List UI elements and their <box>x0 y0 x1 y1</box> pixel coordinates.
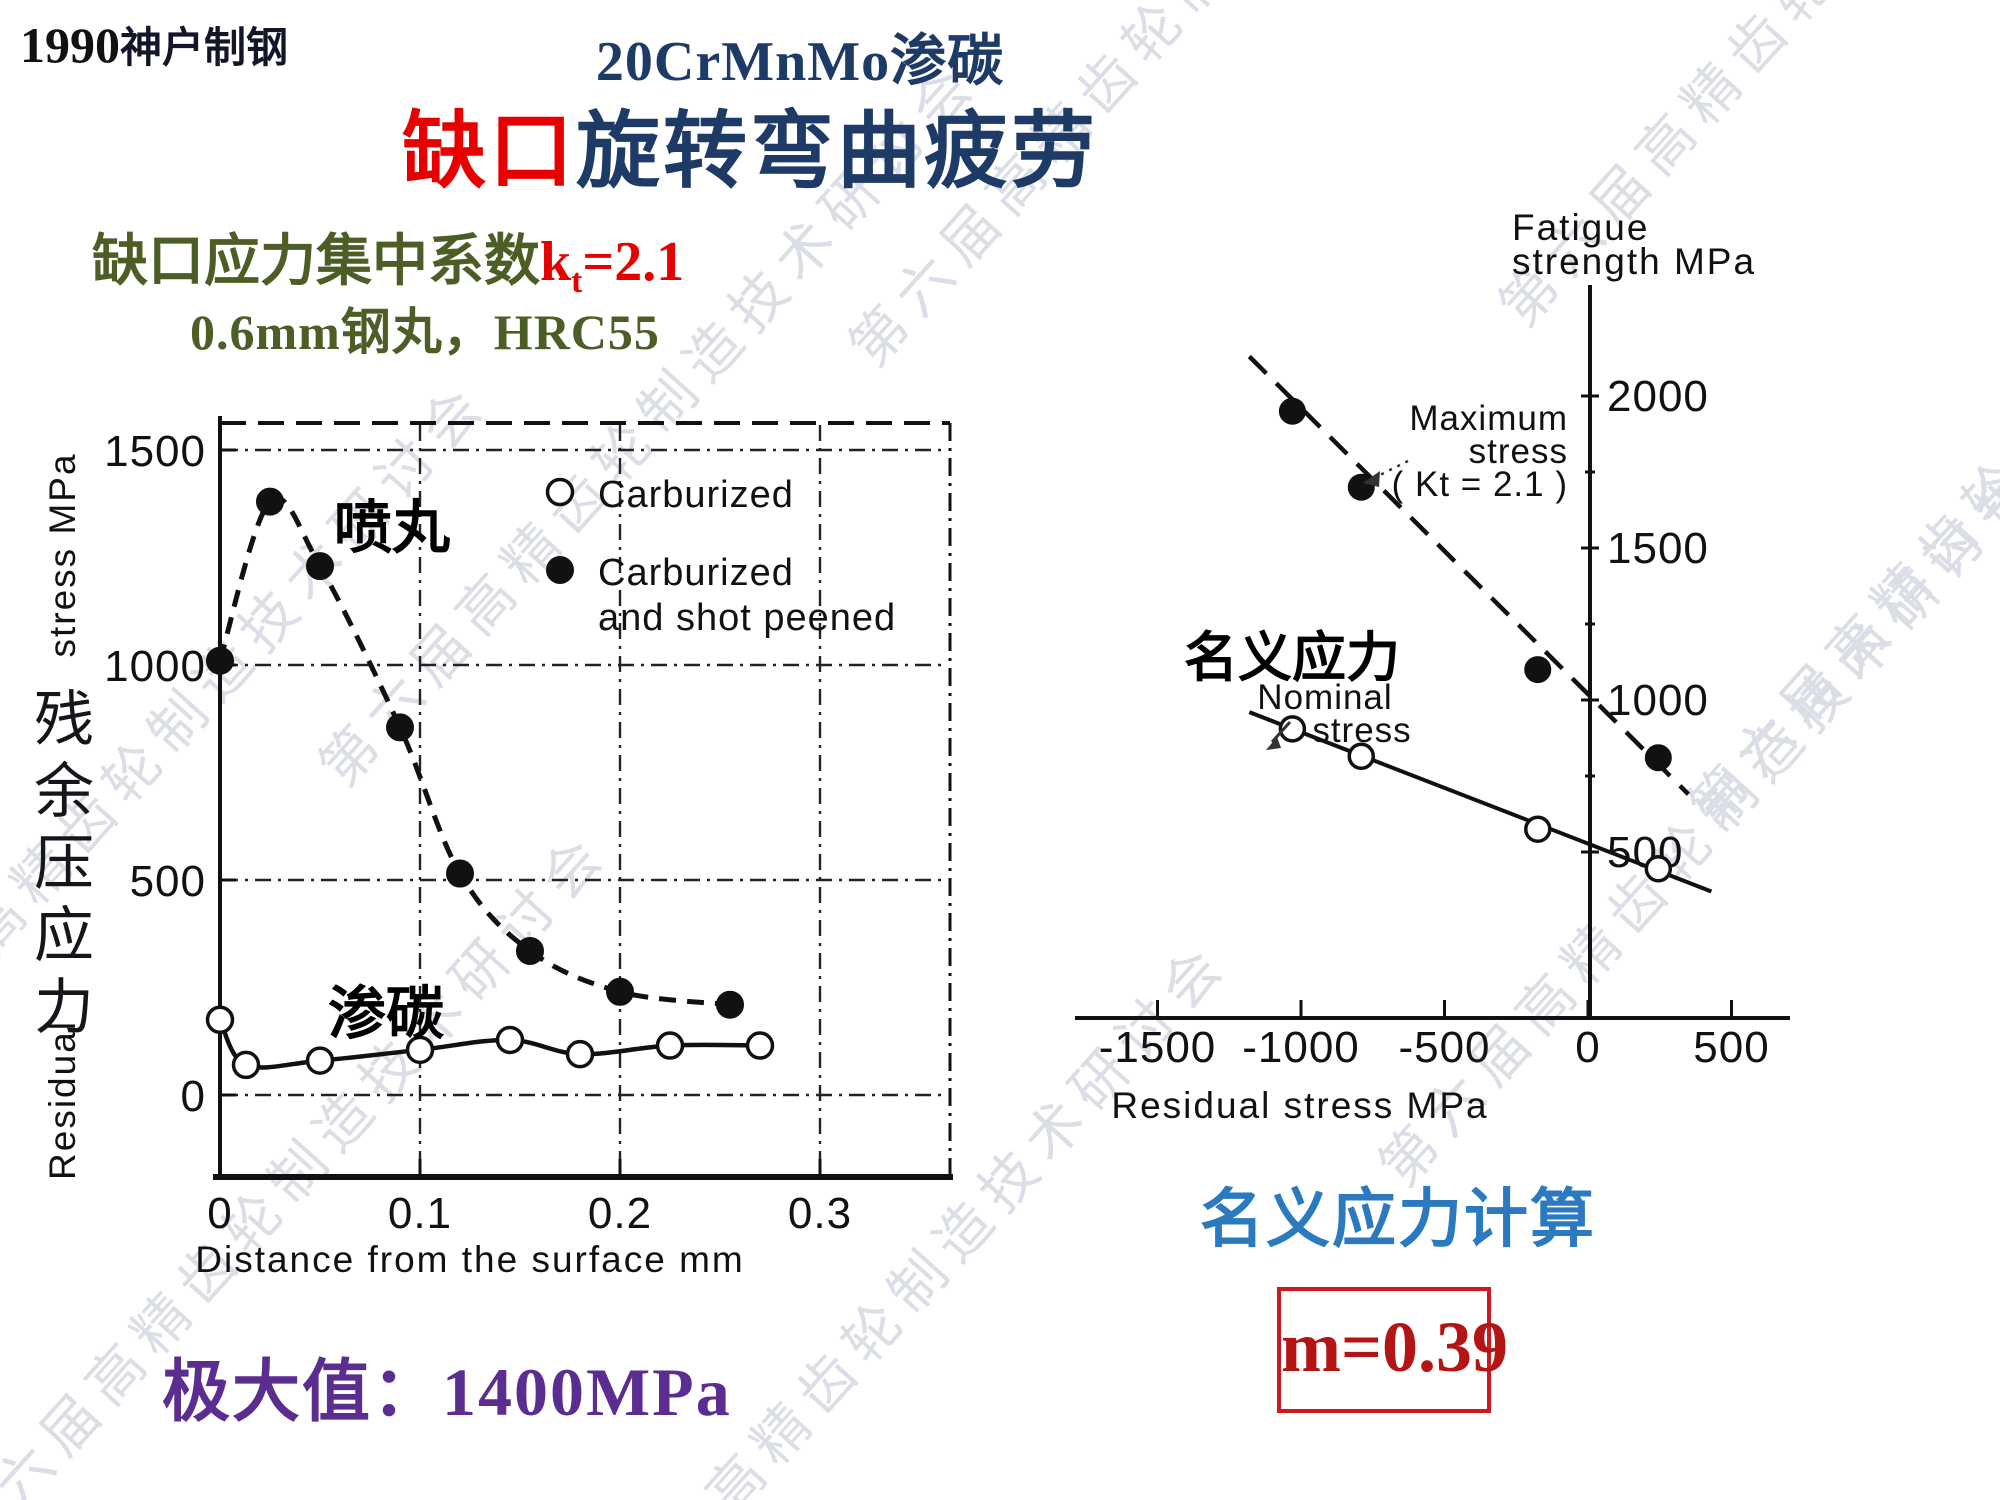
x-axis-title: Distance from the surface mm <box>195 1239 744 1280</box>
y-axis-title: Fatigue <box>1512 207 1649 248</box>
x-tick-label: 0 <box>207 1189 232 1238</box>
maximum-stress-label: Maximum <box>1409 399 1568 438</box>
y-tick-label: 500 <box>1607 828 1683 877</box>
legend-marker <box>546 556 574 584</box>
y-tick-label: 1000 <box>1607 676 1709 725</box>
data-point-maximum <box>1347 473 1375 501</box>
y-axis-title-cjk: 力 <box>34 975 94 1041</box>
x-tick-label: -500 <box>1398 1023 1490 1072</box>
legend-label: Carburized <box>598 474 794 516</box>
y-tick-label: 1000 <box>104 642 206 691</box>
data-point-shot-peened <box>256 487 284 516</box>
data-point-shot-peened <box>306 552 334 581</box>
data-point-nominal <box>1524 815 1552 843</box>
data-point-maximum <box>1524 656 1552 684</box>
y-axis-title-upper: stress MPa <box>42 452 83 657</box>
data-point-shot-peened <box>516 936 544 965</box>
data-point-carburized <box>565 1039 595 1069</box>
data-point-shot-peened <box>606 977 634 1006</box>
x-axis-title: Residual stress MPa <box>1111 1085 1488 1126</box>
curve-annotation: 喷丸 <box>334 495 450 560</box>
trend-line-maximum <box>1247 354 1691 796</box>
nominal-stress-calc-title: 名义应力计算 <box>1200 1184 1596 1255</box>
y-tick-label: 2000 <box>1607 372 1709 421</box>
source-year: 1990 <box>20 17 120 73</box>
series-curve-carburized <box>217 1018 761 1070</box>
y-axis-title-cjk: 应 <box>34 903 94 969</box>
maximum-stress-label: stress <box>1469 432 1568 471</box>
data-point-carburized <box>655 1031 685 1060</box>
y-tick-label: 1500 <box>104 427 206 476</box>
m-value: m=0.39 <box>1281 1307 1509 1387</box>
kt-value: kt=2.1 <box>540 231 685 301</box>
legend-label: Carburized <box>598 552 794 594</box>
data-point-shot-peened <box>206 646 234 675</box>
data-point-carburized <box>205 1005 235 1034</box>
data-point-carburized <box>745 1031 775 1060</box>
watermark-text: 第六届高精齿轮制造技术研讨会 <box>0 369 502 1119</box>
right-chart: -1500 -1000 -500 0 500 500 1000 1500 2000 Fatigue… <box>1075 207 1790 1126</box>
slide-title-red-part: 缺口 <box>401 106 576 199</box>
curve-annotation: 渗碳 <box>328 981 445 1046</box>
data-point-shot-peened <box>446 859 474 888</box>
note-stress-concentration-label: 缺口应力集中系数 <box>92 231 540 293</box>
data-point-nominal <box>1278 715 1307 743</box>
data-point-carburized <box>305 1046 335 1075</box>
slide-title: 缺口旋转弯曲疲劳 <box>0 84 1500 205</box>
data-point-maximum <box>1644 744 1672 772</box>
data-point-carburized <box>231 1050 261 1080</box>
note-shot-condition: 0.6mm钢丸，HRC55 <box>190 304 660 360</box>
data-point-nominal <box>1347 742 1376 770</box>
maximum-stress-label: ( Kt = 2.1 ) <box>1392 465 1568 504</box>
x-tick-label: 500 <box>1693 1023 1769 1072</box>
x-tick-label: 0 <box>1575 1023 1600 1072</box>
data-point-shot-peened <box>716 990 744 1019</box>
watermark-text: 第六届高精齿轮制造技术研讨会 <box>1678 89 2000 839</box>
x-tick-label: -1500 <box>1099 1023 1217 1072</box>
y-axis-title-cjk: 残 <box>34 687 94 753</box>
x-tick-label: -1000 <box>1242 1023 1360 1072</box>
nominal-stress-label: stress <box>1312 711 1411 750</box>
series-curve-shot-peened <box>217 495 731 1008</box>
nominal-stress-arrow <box>1270 720 1292 744</box>
nominal-stress-label: Nominal <box>1257 678 1392 717</box>
x-tick-label: 0.1 <box>388 1189 452 1238</box>
y-axis-title-cjk: 压 <box>34 831 94 897</box>
x-tick-label: 0.2 <box>588 1189 652 1238</box>
data-point-carburized <box>495 1025 525 1055</box>
data-point-nominal <box>1644 854 1673 883</box>
legend-marker <box>545 477 575 507</box>
left-chart: 0 500 1000 1500 0 0.1 0.2 0.3 Distance from the … <box>34 416 953 1280</box>
nominal-stress-cjk-label: 名义应力 <box>1184 628 1400 688</box>
legend-label: and shot peened <box>598 597 896 639</box>
maximum-stress-arrow <box>1373 459 1409 480</box>
source-credit: 1990神户制钢 <box>20 14 288 75</box>
y-tick-label: 1500 <box>1607 524 1709 573</box>
y-tick-label: 500 <box>130 857 206 906</box>
y-axis-title-lower: Residual <box>42 1020 83 1180</box>
y-axis-title-cjk: 余 <box>34 759 94 825</box>
data-point-shot-peened <box>386 713 414 742</box>
source-company: 神户制钢 <box>120 26 289 72</box>
maximum-stress-arrowhead <box>1363 471 1380 487</box>
data-point-carburized <box>405 1035 435 1065</box>
data-point-maximum <box>1278 397 1306 425</box>
watermark-text: 第六届高精齿轮制造技术研讨会 <box>1368 449 2000 1199</box>
y-axis-title: strength MPa <box>1512 241 1756 282</box>
m-value-box: m=0.39 <box>1277 1287 1509 1413</box>
trend-line-nominal <box>1248 710 1713 894</box>
nominal-stress-arrowhead <box>1266 737 1281 750</box>
slide-title-navy-part: 旋转弯曲疲劳 <box>576 106 1099 199</box>
x-tick-label: 0.3 <box>788 1189 852 1238</box>
slide-subtitle: 20CrMnMo渗碳 <box>595 31 1005 93</box>
peak-value-callout: 极大值：1400MPa <box>162 1354 732 1430</box>
note-stress-concentration: 缺口应力集中系数kt=2.1 <box>92 216 684 301</box>
y-tick-label: 0 <box>181 1072 206 1121</box>
